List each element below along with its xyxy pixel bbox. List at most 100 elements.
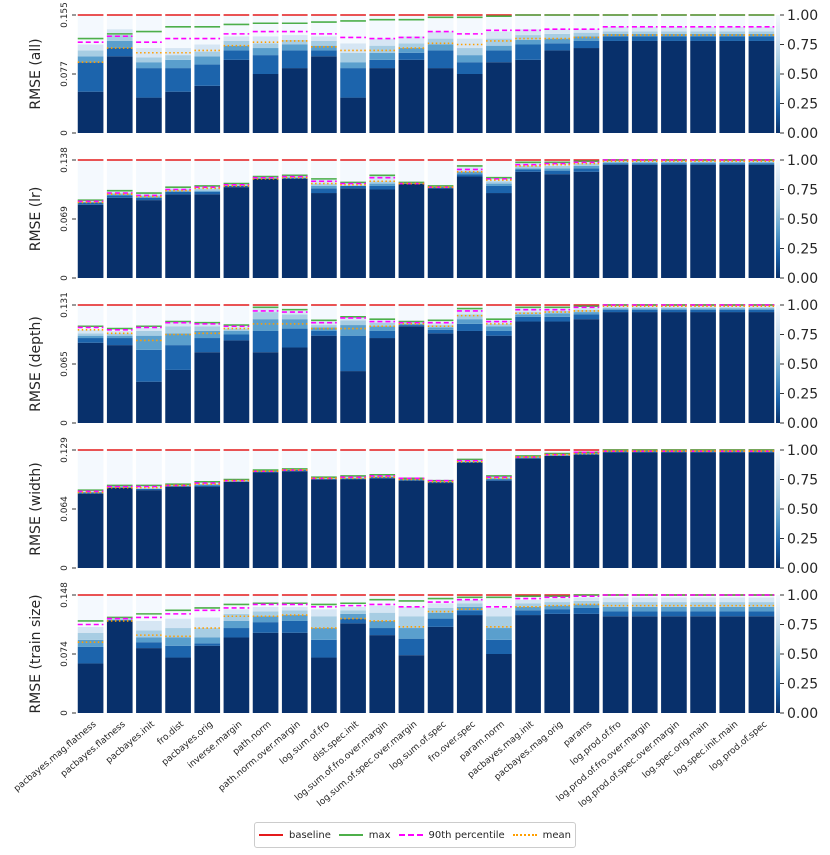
bar-segment-p2-c21-s2 (690, 308, 716, 310)
bar-segment-p3-c8-s0 (311, 479, 337, 568)
bar-segment-p2-c8-s1 (311, 330, 337, 336)
bar-segment-p4-c4-s5 (194, 595, 221, 618)
bar-segment-p4-c23-s3 (748, 602, 775, 607)
bar-segment-p2-c6-s0 (252, 352, 279, 423)
bar-segment-p4-c19-s4 (631, 597, 658, 603)
bar-segment-p4-c4-s1 (194, 643, 221, 646)
bar-segment-p4-c3-s1 (165, 645, 191, 658)
bar-segment-p1-c4-s1 (194, 191, 221, 195)
bar-segment-p0-c8-s5 (311, 15, 337, 37)
cbtick-label-p1-2: 0.50 (787, 212, 818, 228)
ytick-label-p1-1: 0.069 (60, 206, 70, 232)
bar-segment-p0-c7-s3 (281, 39, 308, 45)
bar-segment-p3-c0-s5 (77, 450, 104, 492)
bar-segment-p4-c20-s3 (661, 602, 687, 607)
ylabel-p3: RMSE (width) (28, 462, 44, 556)
bar-segment-p4-c7-s4 (281, 606, 308, 611)
bar-segment-p2-c9-s3 (340, 320, 366, 326)
bar-segment-p1-c3-s1 (165, 191, 191, 195)
bar-segment-p0-c13-s1 (456, 62, 483, 74)
bar-segment-p0-c5-s1 (223, 50, 250, 60)
legend-swatch-baseline (258, 834, 283, 836)
cbtick-label-p0-4: 1.00 (787, 8, 818, 24)
bar-segment-p0-c5-s3 (223, 40, 250, 46)
bar-segment-p0-c21-s4 (690, 26, 716, 32)
bar-segment-p3-c15-s0 (515, 458, 541, 568)
bar-segment-p0-c22-s4 (719, 26, 746, 32)
bar-segment-p2-c16-s0 (544, 321, 571, 423)
bar-segment-p0-c15-s1 (515, 44, 541, 60)
bar-segment-p1-c22-s1 (719, 163, 746, 165)
bar-segment-p1-c0-s5 (77, 160, 104, 201)
bar-segment-p4-c3-s2 (165, 637, 191, 646)
bar-segment-p4-c14-s2 (486, 628, 512, 640)
bar-segment-p0-c20-s4 (661, 26, 687, 32)
cbtick-label-p2-3: 0.75 (787, 328, 818, 344)
bar-segment-p0-c17-s3 (573, 32, 600, 37)
bar-segment-p4-c22-s4 (719, 597, 746, 603)
bar-segment-p2-c19-s2 (631, 308, 658, 310)
bar-segment-p0-c15-s2 (515, 39, 541, 45)
bar-segment-p4-c20-s2 (661, 606, 687, 612)
bar-segment-p3-c12-s5 (427, 450, 454, 481)
bar-segment-p0-c6-s3 (252, 43, 279, 49)
bar-segment-p4-c12-s1 (427, 618, 454, 627)
bar-segment-p4-c19-s3 (631, 602, 658, 607)
bar-segment-p1-c17-s2 (573, 165, 600, 169)
bar-segment-p4-c1-s0 (106, 620, 133, 713)
bar-segment-p2-c20-s0 (661, 312, 687, 423)
bar-segment-p4-c13-s3 (456, 603, 483, 607)
bar-segment-p0-c13-s2 (456, 55, 483, 63)
bar-segment-p2-c5-s0 (223, 340, 250, 423)
bar-segment-p4-c11-s3 (398, 616, 425, 629)
cbtick-label-p3-1: 0.25 (787, 532, 818, 548)
legend-label-mean: mean (542, 829, 571, 841)
bar-segment-p4-c5-s5 (223, 595, 250, 610)
bar-segment-p1-c13-s4 (456, 165, 483, 171)
bar-segment-p0-c7-s1 (281, 50, 308, 69)
legend-item-baseline: baseline (258, 830, 331, 841)
bar-segment-p4-c3-s4 (165, 618, 191, 629)
bar-segment-p0-c7-s4 (281, 35, 308, 40)
bar-segment-p4-c8-s3 (311, 616, 337, 629)
bar-segment-p1-c19-s1 (631, 163, 658, 165)
bar-segment-p0-c3-s0 (165, 91, 191, 133)
bar-segment-p4-c17-s0 (573, 613, 600, 713)
bar-segment-p0-c17-s0 (573, 48, 600, 133)
bar-segment-p0-c18-s5 (602, 15, 629, 27)
bar-segment-p4-c15-s4 (515, 599, 541, 604)
bar-segment-p3-c11-s5 (398, 450, 425, 479)
ylabel-p4: RMSE (train size) (28, 594, 44, 713)
bar-segment-p0-c3-s1 (165, 68, 191, 92)
bar-segment-p0-c23-s3 (748, 31, 775, 34)
bar-segment-p4-c3-s5 (165, 595, 191, 619)
bar-segment-p4-c11-s1 (398, 638, 425, 656)
bar-segment-p0-c14-s2 (486, 45, 512, 51)
bar-segment-p4-c20-s5 (661, 595, 687, 598)
bar-segment-p3-c4-s5 (194, 450, 221, 484)
bar-segment-p2-c22-s3 (719, 307, 746, 309)
bar-segment-p0-c9-s1 (340, 68, 366, 98)
bar-segment-p0-c16-s3 (544, 33, 571, 39)
bar-segment-p4-c12-s3 (427, 607, 454, 613)
bar-segment-p4-c21-s1 (690, 611, 716, 617)
bar-segment-p2-c5-s5 (223, 305, 250, 327)
bar-segment-p0-c16-s4 (544, 29, 571, 34)
bar-segment-p0-c18-s0 (602, 40, 629, 133)
bar-segment-p3-c19-s0 (631, 452, 658, 568)
bar-segment-p2-c5-s2 (223, 330, 250, 335)
bar-segment-p4-c17-s3 (573, 600, 600, 605)
cbtick-label-p3-0: 0.00 (787, 561, 818, 577)
bar-segment-p2-c3-s2 (165, 333, 191, 346)
bar-segment-p2-c1-s2 (106, 335, 133, 339)
cbtick-label-p0-0: 0.00 (787, 126, 818, 142)
bar-segment-p4-c10-s4 (369, 605, 396, 613)
bar-segment-p1-c15-s1 (515, 169, 541, 172)
cbtick-label-p4-1: 0.25 (787, 677, 818, 693)
bar-segment-p0-c15-s4 (515, 29, 541, 36)
bar-segment-p1-c10-s3 (369, 181, 396, 184)
bar-segment-p4-c21-s2 (690, 606, 716, 612)
bar-segment-p4-c21-s0 (690, 616, 716, 713)
bar-segment-p4-c20-s0 (661, 616, 687, 713)
bar-segment-p2-c3-s5 (165, 305, 191, 323)
